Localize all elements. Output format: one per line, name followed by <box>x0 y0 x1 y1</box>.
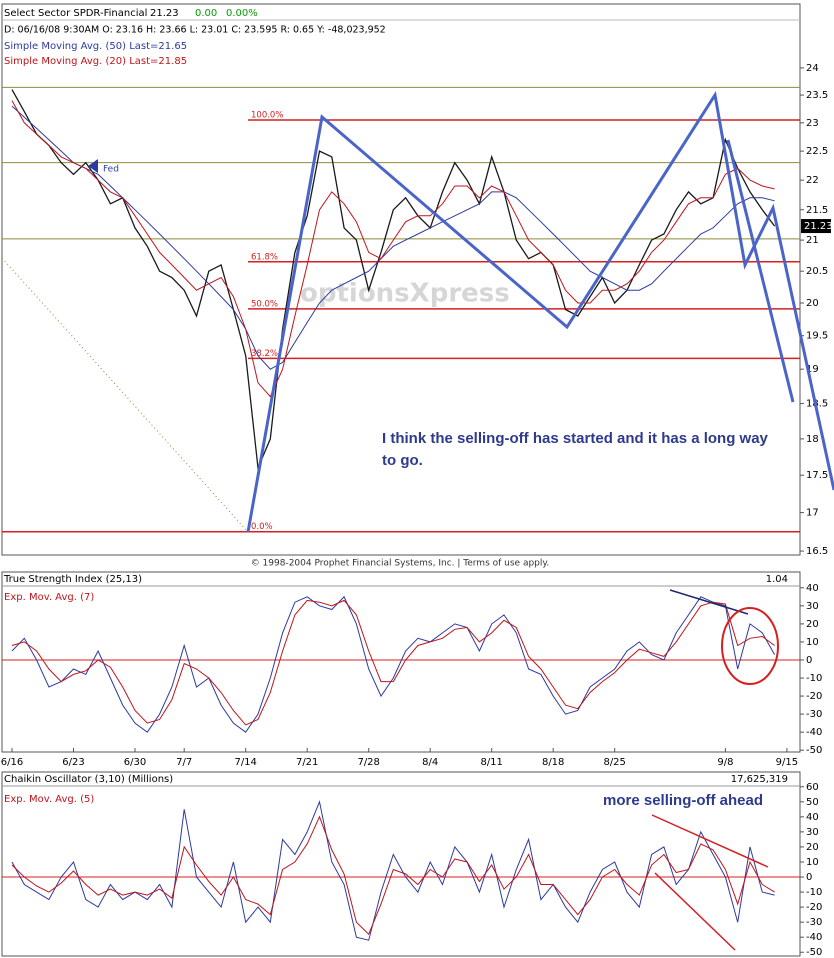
series-line <box>11 105 775 370</box>
y-tick-label: 10 <box>806 857 819 868</box>
last-price: 21.23 <box>150 8 179 19</box>
info-line: D: 06/16/08 9:30AM O: 23.16 H: 23.66 L: … <box>4 25 386 36</box>
legend-entry: Exp. Mov. Avg. (5) <box>4 794 94 805</box>
highlight-circle <box>721 607 779 685</box>
x-tick-label: 7/14 <box>234 757 256 768</box>
dotted-trendline <box>1 257 249 533</box>
price-tag <box>801 219 831 234</box>
series-line <box>11 815 775 936</box>
y-tick-label: 17.5 <box>806 470 828 481</box>
y-tick-label: 0 <box>806 655 812 666</box>
annotation-box: I think the selling-off has started and … <box>382 430 768 469</box>
y-tick-label: 18 <box>806 434 819 445</box>
y-tick-label: 23.5 <box>806 90 828 101</box>
y-tick-label: 21 <box>806 235 819 246</box>
trendline <box>651 814 769 868</box>
series-line <box>11 100 775 398</box>
copyright: © 1998-2004 Prophet Financial Systems, I… <box>251 559 550 569</box>
x-tick-label: 6/30 <box>124 757 146 768</box>
panel-last: 1.04 <box>766 574 788 585</box>
fib-label: 50.0% <box>251 299 278 309</box>
y-tick-label: -40 <box>806 932 822 943</box>
change-pct: 0.00% <box>226 8 258 19</box>
fed-label: Fed <box>103 165 119 175</box>
y-tick-label: 18.5 <box>806 399 828 410</box>
y-tick-label: 20 <box>806 298 819 309</box>
x-tick-label: 7/28 <box>357 757 379 768</box>
y-tick-label: 16.5 <box>806 546 828 557</box>
y-tick-label: -10 <box>806 887 822 898</box>
wave-drawing <box>246 90 834 533</box>
y-tick-label: 60 <box>806 782 819 793</box>
panel-title: Chaikin Oscillator (3,10) (Millions) <box>4 774 173 785</box>
y-tick-label: 19 <box>806 364 819 375</box>
y-tick-label: 24 <box>806 63 819 74</box>
wave-drawing <box>726 139 795 403</box>
price-tag-label: 21.23 <box>804 221 833 232</box>
x-tick-label: 7/7 <box>176 757 192 768</box>
y-tick-label: 30 <box>806 827 819 838</box>
x-tick-label: 7/21 <box>296 757 318 768</box>
y-tick-label: 0 <box>806 872 812 883</box>
y-tick-label: -30 <box>806 709 822 720</box>
y-tick-label: -20 <box>806 902 822 913</box>
change: 0.00 <box>195 8 217 19</box>
y-tick-label: -50 <box>806 947 822 958</box>
trendline <box>654 872 736 951</box>
y-tick-label: -20 <box>806 691 822 702</box>
watermark: optionsXpress <box>300 279 510 309</box>
x-tick-label: 9/8 <box>717 757 733 768</box>
legend-entry: Exp. Mov. Avg. (7) <box>4 592 94 603</box>
y-tick-label: 40 <box>806 812 819 823</box>
y-tick-label: -30 <box>806 917 822 928</box>
y-tick-label: 50 <box>806 797 819 808</box>
fib-label: 100.0% <box>251 110 283 120</box>
series-line <box>11 599 775 726</box>
y-tick-label: 21.5 <box>806 205 828 216</box>
panel-title: True Strength Index (25,13) <box>3 574 142 585</box>
x-tick-label: 8/4 <box>422 757 438 768</box>
y-tick-label: 17 <box>806 508 819 519</box>
y-tick-label: 30 <box>806 601 819 612</box>
x-tick-label: 8/11 <box>480 757 502 768</box>
y-tick-label: 22.5 <box>806 146 828 157</box>
trendline <box>669 589 749 615</box>
panel-last: 17,625,319 <box>731 774 788 785</box>
y-tick-label: 22 <box>806 175 819 186</box>
chart-title: Select Sector SPDR-Financial <box>4 8 147 19</box>
y-tick-label: -10 <box>806 673 822 684</box>
y-tick-label: 20 <box>806 842 819 853</box>
y-tick-label: -40 <box>806 727 822 738</box>
series-line <box>11 89 776 471</box>
x-tick-label: 8/25 <box>603 757 625 768</box>
fed-marker <box>88 159 98 173</box>
legend-entry: Simple Moving Avg. (20) Last=21.85 <box>4 56 187 67</box>
y-tick-label: 20.5 <box>806 266 828 277</box>
y-tick-label: 40 <box>806 583 819 594</box>
series-line <box>11 800 775 941</box>
y-tick-label: 23 <box>806 118 819 129</box>
fib-label: 0.0% <box>251 522 273 532</box>
x-tick-label: 6/23 <box>62 757 84 768</box>
annotation: more selling-off ahead <box>603 792 763 809</box>
series-line <box>11 595 776 733</box>
x-tick-label: 8/18 <box>542 757 564 768</box>
fib-label: 38.2% <box>251 349 278 359</box>
y-tick-label: 20 <box>806 619 819 630</box>
chaikin-panel <box>1 771 801 957</box>
y-tick-label: -50 <box>806 745 822 756</box>
y-tick-label: 19.5 <box>806 331 828 342</box>
annotation: I think the selling-off has started and … <box>382 430 768 469</box>
legend-entry: Simple Moving Avg. (50) Last=21.65 <box>4 41 187 52</box>
fib-label: 61.8% <box>251 252 278 262</box>
x-tick-label: 9/15 <box>776 757 798 768</box>
y-tick-label: 10 <box>806 637 819 648</box>
x-tick-label: 6/16 <box>1 757 23 768</box>
price-panel <box>1 3 801 556</box>
